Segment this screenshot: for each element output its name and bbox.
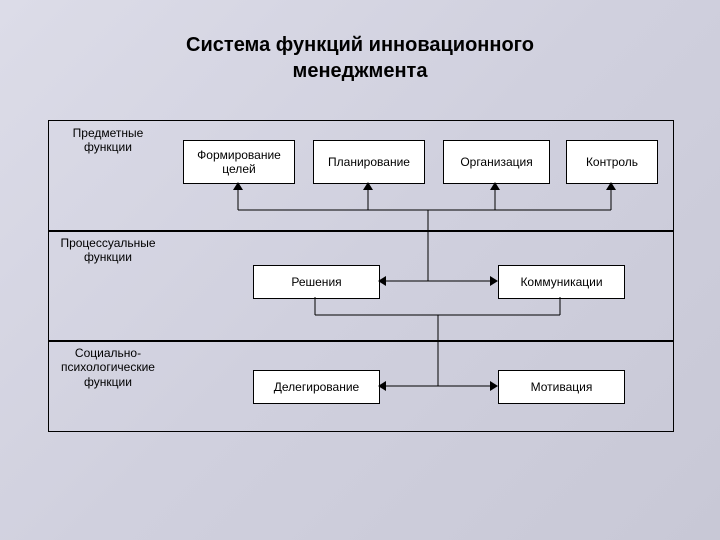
box-motivation: Мотивация bbox=[498, 370, 625, 404]
box-organization: Организация bbox=[443, 140, 550, 184]
box-control: Контроль bbox=[566, 140, 658, 184]
box-planning: Планирование bbox=[313, 140, 425, 184]
box-decisions: Решения bbox=[253, 265, 380, 299]
diagram-area: Предметные функции Процессуальные функци… bbox=[48, 120, 672, 430]
row-label-1: Предметные функции bbox=[52, 126, 164, 155]
row-label-3: Социально-психологические функции bbox=[52, 346, 164, 389]
title-line-2: менеджмента bbox=[293, 60, 428, 82]
row-label-2: Процессуальные функции bbox=[52, 236, 164, 265]
box-formation-goals: Формирование целей bbox=[183, 140, 295, 184]
box-delegation: Делегирование bbox=[253, 370, 380, 404]
diagram-title: Система функций инновационного менеджмен… bbox=[0, 32, 720, 84]
title-line-1: Система функций инновационного bbox=[186, 34, 534, 56]
box-communications: Коммуникации bbox=[498, 265, 625, 299]
